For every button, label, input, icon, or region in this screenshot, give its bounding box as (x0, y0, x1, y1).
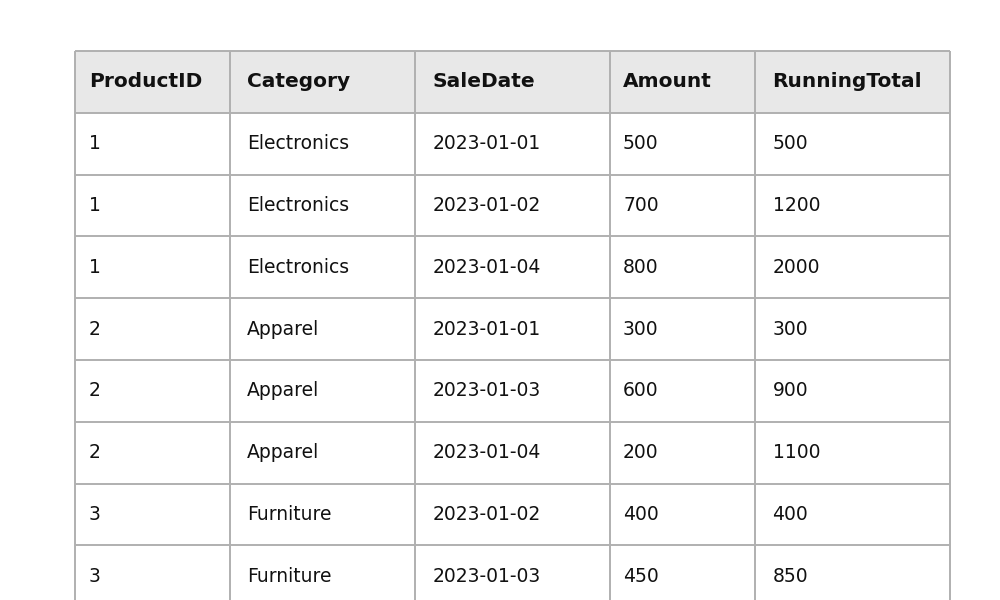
Text: Apparel: Apparel (247, 443, 319, 462)
Text: Amount: Amount (623, 73, 712, 91)
Text: 900: 900 (773, 382, 808, 400)
Text: 2023-01-03: 2023-01-03 (433, 382, 541, 400)
Text: Category: Category (247, 73, 350, 91)
Text: 300: 300 (773, 320, 808, 338)
Text: SaleDate: SaleDate (433, 73, 535, 91)
Text: Electronics: Electronics (247, 134, 349, 153)
Text: RunningTotal: RunningTotal (773, 73, 922, 91)
Text: Furniture: Furniture (247, 505, 331, 524)
Text: 1100: 1100 (773, 443, 820, 462)
Text: 700: 700 (623, 196, 659, 215)
Text: 1200: 1200 (773, 196, 820, 215)
Text: Apparel: Apparel (247, 320, 319, 338)
Text: 2023-01-04: 2023-01-04 (433, 258, 541, 277)
Text: 600: 600 (623, 382, 659, 400)
Text: 1: 1 (89, 196, 101, 215)
Text: Apparel: Apparel (247, 382, 319, 400)
Text: 2023-01-02: 2023-01-02 (433, 196, 541, 215)
Text: 400: 400 (773, 505, 808, 524)
Text: 850: 850 (773, 567, 808, 586)
Text: 1: 1 (89, 258, 101, 277)
Text: 2023-01-03: 2023-01-03 (433, 567, 541, 586)
Text: 3: 3 (89, 505, 101, 524)
Text: Electronics: Electronics (247, 258, 349, 277)
Text: 2: 2 (89, 443, 101, 462)
Text: 1: 1 (89, 134, 101, 153)
Text: 500: 500 (623, 134, 659, 153)
Text: 200: 200 (623, 443, 659, 462)
Text: 500: 500 (773, 134, 808, 153)
Text: 400: 400 (623, 505, 659, 524)
Text: Furniture: Furniture (247, 567, 331, 586)
Text: 3: 3 (89, 567, 101, 586)
Text: 2023-01-02: 2023-01-02 (433, 505, 541, 524)
Text: 2: 2 (89, 382, 101, 400)
Text: 300: 300 (623, 320, 659, 338)
Text: 2000: 2000 (773, 258, 820, 277)
Text: 2023-01-04: 2023-01-04 (433, 443, 541, 462)
Text: 2023-01-01: 2023-01-01 (433, 134, 541, 153)
Text: Electronics: Electronics (247, 196, 349, 215)
Text: 800: 800 (623, 258, 659, 277)
Text: 450: 450 (623, 567, 659, 586)
Text: ProductID: ProductID (89, 73, 202, 91)
Text: 2023-01-01: 2023-01-01 (433, 320, 541, 338)
Text: 2: 2 (89, 320, 101, 338)
